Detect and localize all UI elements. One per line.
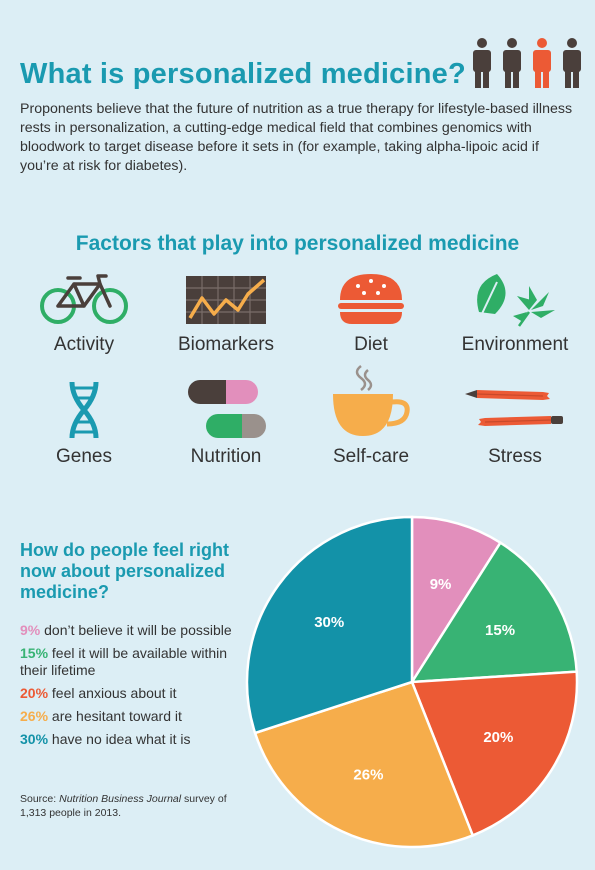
legend-pct: 20% <box>20 685 49 701</box>
pie-slice <box>409 540 579 684</box>
source-suffix: survey of 1,313 people in 2013. <box>20 793 227 819</box>
factor-label: Activity <box>53 334 115 355</box>
factor-environment: Environment <box>442 270 588 356</box>
factor-diet: Diet <box>298 270 444 356</box>
factor-activity: Activity <box>11 270 157 356</box>
legend-text: don’t believe it will be possible <box>44 622 232 638</box>
legend-item: 9% don’t believe it will be possible <box>20 622 245 639</box>
legend-pct: 9% <box>20 622 41 638</box>
pie-slice <box>410 670 579 838</box>
legend-text: are hesitant toward it <box>51 708 182 724</box>
factor-nutrition: Nutrition <box>153 380 299 468</box>
legend-item: 30% have no idea what it is <box>20 731 245 748</box>
teacup-icon <box>333 365 410 436</box>
slice-label: 20% <box>483 729 513 746</box>
pie-slice <box>410 515 503 687</box>
capsules-icon <box>188 380 266 438</box>
pie-slice <box>245 515 414 735</box>
factor-genes: Genes <box>11 380 157 468</box>
dna-icon <box>69 381 99 439</box>
pie-chart: 9% 15% 20% 26% 30% <box>245 515 579 849</box>
slice-label: 30% <box>314 614 344 631</box>
chart-legend: 9% don’t believe it will be possible 15%… <box>20 622 245 754</box>
factor-self-care: Self-care <box>298 364 444 468</box>
legend-pct: 30% <box>20 731 49 747</box>
factor-stress: Stress <box>442 380 588 468</box>
source-prefix: Source: <box>20 793 60 805</box>
slice-label: 15% <box>485 622 515 639</box>
legend-text: feel it will be available within their l… <box>20 645 228 678</box>
factors-heading: Factors that play into personalized medi… <box>75 232 520 255</box>
survey-question: How do people feel right now about perso… <box>20 540 230 602</box>
factor-label: Environment <box>461 334 569 355</box>
bicycle-icon <box>40 274 128 324</box>
people-icon <box>473 38 581 88</box>
legend-text: have no idea what it is <box>51 731 191 747</box>
legend-item: 15% feel it will be available within the… <box>20 645 245 679</box>
legend-item: 20% feel anxious about it <box>20 685 245 702</box>
factor-biomarkers: Biomarkers <box>153 270 299 356</box>
factor-label: Biomarkers <box>177 334 275 355</box>
factor-label: Nutrition <box>190 446 262 467</box>
burger-icon <box>338 274 404 324</box>
factor-label: Stress <box>488 446 542 467</box>
factor-label: Genes <box>56 446 112 467</box>
legend-pct: 15% <box>20 645 49 661</box>
slice-label: 26% <box>353 767 383 784</box>
legend-pct: 26% <box>20 708 49 724</box>
source-publication: Nutrition Business Journal <box>59 793 182 805</box>
biomarker-chart-icon <box>186 276 266 324</box>
broken-pencils-icon <box>465 390 563 426</box>
legend-item: 26% are hesitant toward it <box>20 708 245 725</box>
slice-label: 9% <box>430 576 452 593</box>
legend-text: feel anxious about it <box>51 685 177 701</box>
factor-label: Self-care <box>332 446 410 467</box>
factor-label: Diet <box>354 334 388 355</box>
source-note: Source: Nutrition Business Journal surve… <box>20 792 245 820</box>
page-title: What is personalized medicine? <box>20 58 466 90</box>
intro-paragraph: Proponents believe that the future of nu… <box>20 101 573 174</box>
leaves-icon <box>477 274 555 327</box>
pie-slice <box>253 680 475 849</box>
